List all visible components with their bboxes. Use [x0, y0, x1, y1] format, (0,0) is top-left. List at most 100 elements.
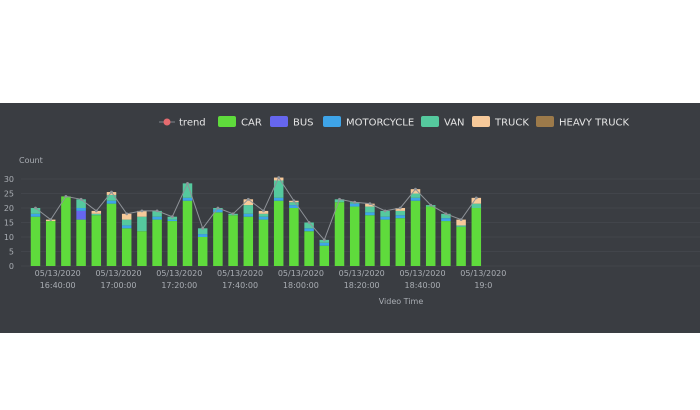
bar-segment-truck[interactable] [106, 192, 117, 195]
bar-segment-car[interactable] [30, 216, 41, 266]
bar-segment-van[interactable] [304, 222, 314, 229]
trend-point[interactable] [307, 221, 311, 224]
trend-point[interactable] [186, 181, 189, 185]
bar-segment-motorcycle[interactable] [182, 197, 193, 201]
bar-segment-car[interactable] [121, 228, 132, 266]
bar-segment-car[interactable] [243, 216, 254, 266]
bar-segment-truck[interactable] [471, 197, 482, 204]
bar-segment-car[interactable] [106, 203, 117, 266]
trend-point[interactable] [94, 209, 98, 213]
trend-point[interactable] [49, 218, 53, 221]
bar-segment-van[interactable] [182, 183, 193, 198]
bar-segment-van[interactable] [197, 228, 208, 235]
trend-point[interactable] [474, 196, 478, 200]
bar-segment-truck[interactable] [365, 203, 375, 207]
trend-point[interactable] [216, 206, 220, 210]
bar-segment-motorcycle[interactable] [304, 228, 314, 232]
bar-segment-motorcycle[interactable] [213, 209, 223, 213]
bar-segment-van[interactable] [471, 203, 482, 208]
bar-segment-truck[interactable] [121, 213, 132, 220]
bar-segment-van[interactable] [365, 206, 375, 213]
bar-segment-car[interactable] [395, 218, 406, 266]
bar-segment-car[interactable] [76, 219, 86, 266]
bar-segment-van[interactable] [334, 199, 345, 203]
trend-point[interactable] [231, 212, 235, 216]
bar-segment-van[interactable] [243, 205, 254, 214]
bar-segment-motorcycle[interactable] [365, 212, 375, 216]
bar-segment-van[interactable] [410, 193, 421, 198]
bar-segment-van[interactable] [380, 210, 390, 217]
legend-item-heavy-truck[interactable]: HEAVY TRUCK [536, 116, 630, 129]
bar-segment-van[interactable] [137, 216, 147, 232]
trend-point[interactable] [170, 215, 174, 219]
legend-item-truck[interactable]: TRUCK [472, 116, 529, 129]
trend-point[interactable] [246, 197, 250, 201]
bar-segment-car[interactable] [456, 226, 466, 266]
bar-segment-truck[interactable] [410, 189, 421, 194]
bar-segment-truck[interactable] [243, 199, 254, 206]
bar-segment-truck[interactable] [137, 210, 147, 217]
trend-point[interactable] [34, 206, 37, 210]
bar-segment-motorcycle[interactable] [152, 216, 162, 220]
legend-item-motorcycle[interactable]: MOTORCYCLE [323, 116, 414, 129]
trend-point[interactable] [292, 199, 296, 203]
bar-segment-van[interactable] [456, 225, 466, 227]
bar-segment-van[interactable] [76, 199, 86, 208]
trend-point[interactable] [414, 187, 417, 191]
bar-segment-car[interactable] [319, 245, 330, 266]
bar-segment-car[interactable] [182, 200, 193, 266]
bar-segment-van[interactable] [152, 210, 162, 217]
bar-segment-motorcycle[interactable] [289, 205, 299, 208]
bar-segment-motorcycle[interactable] [76, 208, 86, 211]
bar-segment-truck[interactable] [395, 208, 406, 211]
bar-segment-motorcycle[interactable] [258, 216, 269, 220]
bar-segment-car[interactable] [273, 200, 284, 266]
bar-segment-bus[interactable] [76, 210, 86, 220]
trend-point[interactable] [398, 206, 402, 210]
bar-segment-car[interactable] [425, 206, 436, 266]
bar-segment-van[interactable] [441, 213, 451, 219]
bar-segment-motorcycle[interactable] [30, 213, 41, 217]
bar-segment-car[interactable] [410, 200, 421, 266]
bar-segment-motorcycle[interactable] [349, 203, 360, 207]
bar-segment-van[interactable] [319, 239, 330, 243]
bar-segment-motorcycle[interactable] [273, 197, 284, 201]
bar-segment-van[interactable] [30, 208, 41, 214]
trend-point[interactable] [338, 197, 341, 201]
bar-segment-truck[interactable] [91, 210, 102, 214]
legend-item-car[interactable]: CAR [218, 116, 262, 129]
bar-segment-van[interactable] [395, 210, 406, 216]
trend-point[interactable] [110, 190, 113, 194]
bar-segment-car[interactable] [91, 215, 102, 266]
bar-segment-van[interactable] [273, 180, 284, 198]
bar-segment-car[interactable] [137, 231, 147, 266]
bar-segment-motorcycle[interactable] [441, 218, 451, 222]
bar-segment-motorcycle[interactable] [319, 242, 330, 246]
bar-segment-truck[interactable] [258, 210, 269, 214]
bar-segment-car[interactable] [441, 221, 451, 266]
bar-segment-van[interactable] [289, 202, 299, 206]
bar-segment-truck[interactable] [273, 177, 284, 181]
trend-point[interactable] [155, 209, 159, 213]
bar-segment-car[interactable] [365, 215, 375, 266]
bar-segment-van[interactable] [91, 213, 102, 216]
bar-segment-car[interactable] [197, 237, 208, 266]
bar-segment-car[interactable] [471, 208, 482, 266]
bar-segment-motorcycle[interactable] [243, 213, 254, 217]
trend-point[interactable] [125, 212, 129, 216]
bar-segment-truck[interactable] [456, 219, 466, 226]
trend-point[interactable] [140, 209, 144, 213]
bar-segment-car[interactable] [61, 196, 71, 266]
trend-point[interactable] [444, 212, 448, 216]
bar-segment-car[interactable] [152, 219, 162, 266]
trend-point[interactable] [429, 203, 433, 207]
bar-segment-van[interactable] [167, 216, 178, 220]
trend-point[interactable] [459, 218, 463, 221]
trend-point[interactable] [79, 197, 83, 201]
trend-point[interactable] [64, 195, 68, 198]
legend-item-bus[interactable]: BUS [270, 116, 314, 129]
bar-segment-car[interactable] [258, 219, 269, 266]
trend-point[interactable] [262, 209, 265, 213]
bar-segment-car[interactable] [334, 202, 345, 266]
bar-segment-car[interactable] [380, 219, 390, 266]
